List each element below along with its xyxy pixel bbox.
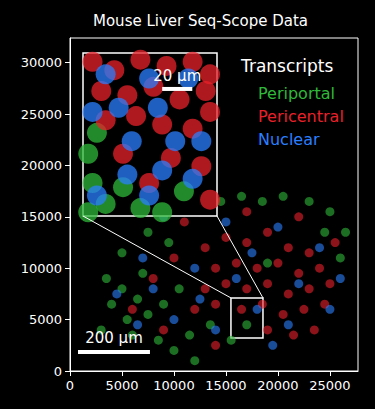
svg-text:200 µm: 200 µm (85, 329, 143, 347)
svg-text:5000: 5000 (105, 378, 138, 393)
svg-text:30000: 30000 (21, 55, 62, 70)
svg-text:0: 0 (54, 364, 62, 379)
svg-text:20000: 20000 (21, 158, 62, 173)
svg-text:20 µm: 20 µm (153, 67, 201, 85)
svg-text:10000: 10000 (153, 378, 194, 393)
svg-text:Mouse Liver Seq-Scope Data: Mouse Liver Seq-Scope Data (93, 12, 308, 30)
svg-text:Pericentral: Pericentral (258, 107, 344, 126)
svg-text:0: 0 (66, 378, 74, 393)
svg-text:Periportal: Periportal (258, 84, 335, 103)
svg-text:10000: 10000 (21, 261, 62, 276)
svg-text:15000: 15000 (21, 209, 62, 224)
svg-text:15000: 15000 (205, 378, 246, 393)
svg-text:25000: 25000 (309, 378, 350, 393)
svg-text:Nuclear: Nuclear (258, 130, 320, 149)
svg-text:20000: 20000 (257, 378, 298, 393)
svg-text:25000: 25000 (21, 107, 62, 122)
svg-text:Transcripts: Transcripts (240, 56, 333, 76)
svg-text:5000: 5000 (29, 312, 62, 327)
